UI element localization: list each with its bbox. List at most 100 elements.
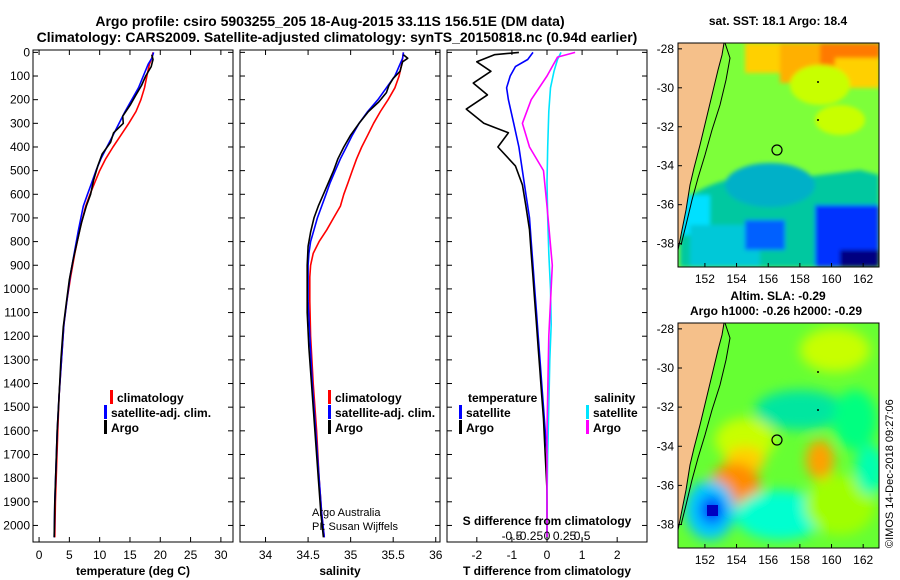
- sla-trough-core: [707, 505, 718, 516]
- legend-label-t-argo: Argo: [466, 421, 494, 435]
- legend-title-salinity: salinity: [594, 391, 636, 405]
- sla-map-frame: [677, 322, 880, 549]
- salinity-xlabel: salinity: [319, 564, 361, 578]
- x-tick-label: 35.5: [382, 548, 406, 562]
- x-tick-label: 25: [184, 548, 198, 562]
- salinity-plot-area: [306, 52, 409, 538]
- difference-ticks: -2 -1 0 1 2 -0.5-0.25 0 0.250.5: [447, 50, 647, 562]
- depth-tick-label: 1000: [3, 282, 30, 296]
- legend-title-temperature: temperature: [468, 391, 538, 405]
- series-line: [54, 52, 154, 538]
- x-tick-label: 20: [154, 548, 168, 562]
- depth-tick-label: 700: [10, 211, 30, 225]
- map-lat-label: -38: [657, 237, 675, 251]
- map-lon-label: 162: [853, 272, 873, 286]
- x-tick-label: 10: [93, 548, 107, 562]
- series-line: [308, 52, 405, 538]
- legend-swatch-satellite: [104, 405, 107, 419]
- legend-label-t-satellite: satellite: [466, 406, 511, 420]
- temperature-ticks: 0100200300400500600700800900100011001200…: [3, 45, 233, 562]
- sst-coldest-patch: [745, 220, 785, 250]
- depth-tick-label: 0: [23, 45, 30, 59]
- credit-line-2: PI: Susan Wijffels: [312, 521, 398, 533]
- sla-island-dot: [817, 371, 819, 373]
- x-tick-label: -2: [471, 548, 482, 562]
- sla-low-patch: [755, 390, 845, 430]
- depth-tick-label: 400: [10, 140, 30, 154]
- map-lon-label: 162: [853, 553, 873, 567]
- legend-label-s-argo: Argo: [593, 421, 621, 435]
- x-tick-label: 0: [544, 548, 551, 562]
- title-line-1: Argo profile: csiro 5903255_205 18-Aug-2…: [95, 13, 564, 29]
- depth-tick-label: 1500: [3, 400, 30, 414]
- salinity-panel: 34 34.5 35 35.5 36 salinity climatology sate…: [239, 49, 443, 578]
- series-line: [505, 51, 548, 538]
- map-lat-label: -30: [657, 361, 675, 375]
- map-lat-label: -28: [657, 322, 675, 336]
- depth-tick-label: 1300: [3, 353, 30, 367]
- temperature-xlabel: temperature (deg C): [76, 564, 190, 578]
- difference-xlabel-salinity: S difference from climatology: [463, 514, 632, 528]
- sla-map-ticks: 152 154 156 158 160 162 -28 -30 -32 -34 -36 -38: [657, 322, 874, 567]
- depth-tick-label: 1200: [3, 329, 30, 343]
- map-lon-label: 160: [822, 553, 842, 567]
- map-lat-label: -32: [657, 400, 675, 414]
- map-lon-label: 156: [758, 553, 778, 567]
- x2-tick-label: 0: [544, 529, 551, 543]
- sla-map-subtitle: Argo h1000: -0.26 h2000: -0.29: [690, 304, 862, 318]
- depth-tick-label: 1100: [4, 306, 30, 320]
- temperature-frame: [32, 49, 234, 543]
- map-lat-label: -28: [657, 42, 675, 56]
- legend-label-satellite: satellite-adj. clim.: [335, 406, 435, 420]
- map-lat-label: -36: [657, 478, 675, 492]
- legend-swatch-t-satellite: [459, 405, 462, 419]
- map-lat-label: -36: [657, 198, 675, 212]
- x2-tick-label: -0.5: [502, 529, 523, 543]
- x-tick-label: 1: [579, 548, 586, 562]
- legend-label-climatology: climatology: [117, 391, 184, 405]
- legend-label-satellite: satellite-adj. clim.: [111, 406, 211, 420]
- sla-profile-marker: [771, 434, 783, 446]
- x-tick-label: 2: [614, 548, 621, 562]
- sla-high-patch: [805, 475, 875, 535]
- sst-map-frame: [677, 42, 880, 268]
- map-lon-label: 158: [790, 272, 810, 286]
- sla-map-title: Altim. SLA: -0.29: [730, 289, 826, 303]
- legend-swatch-argo: [328, 420, 331, 434]
- temperature-plot-area: [53, 52, 155, 538]
- imos-credit: ©IMOS 14-Dec-2018 09:27:06: [884, 399, 896, 548]
- legend-swatch-s-argo: [586, 420, 589, 434]
- depth-tick-label: 200: [10, 93, 30, 107]
- depth-tick-label: 100: [10, 69, 30, 83]
- depth-tick-label: 1400: [3, 377, 30, 391]
- depth-tick-label: 800: [10, 235, 30, 249]
- series-line: [53, 52, 155, 538]
- depth-tick-label: 2000: [3, 518, 30, 532]
- sla-peak-patch: [806, 440, 834, 480]
- sla-island-dot: [817, 409, 819, 411]
- x2-tick-label: 0.25: [553, 529, 577, 543]
- depth-tick-label: 1900: [3, 495, 30, 509]
- salinity-legend: climatology satellite-adj. clim. Argo: [328, 390, 435, 435]
- depth-tick-label: 600: [10, 187, 30, 201]
- map-lat-label: -32: [657, 120, 675, 134]
- legend-swatch-argo: [104, 420, 107, 434]
- x-tick-label: 34.5: [296, 548, 320, 562]
- legend-swatch-climatology: [110, 390, 113, 404]
- sst-coldest-patch: [840, 250, 879, 267]
- series-line: [53, 54, 154, 538]
- map-lat-label: -38: [657, 518, 675, 532]
- legend-swatch-climatology: [328, 390, 331, 404]
- map-lat-label: -30: [657, 81, 675, 95]
- map-lon-label: 158: [790, 553, 810, 567]
- legend-swatch-s-satellite: [586, 405, 589, 419]
- legend-swatch-satellite: [328, 405, 331, 419]
- sla-high-patch: [800, 328, 870, 372]
- x2-tick-label: 0.5: [574, 529, 591, 543]
- sla-land: [678, 323, 725, 531]
- difference-plot-area: [465, 51, 576, 538]
- sst-island-dot: [817, 119, 819, 121]
- map-lon-label: 154: [727, 272, 747, 286]
- legend-label-argo: Argo: [335, 421, 363, 435]
- legend-label-argo: Argo: [111, 421, 139, 435]
